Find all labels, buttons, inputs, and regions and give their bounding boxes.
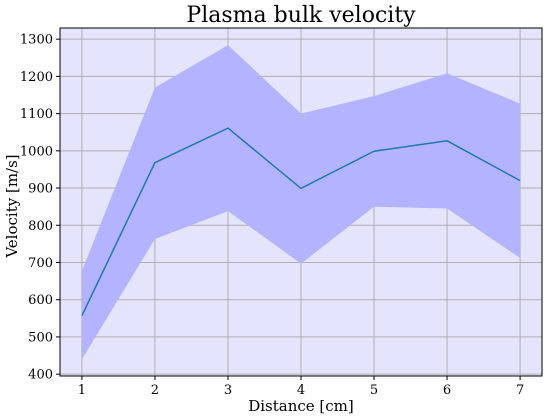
y-tick-label-900: 900 xyxy=(28,182,53,197)
y-tick-label-700: 700 xyxy=(28,256,53,271)
chart-title: Plasma bulk velocity xyxy=(186,3,416,28)
x-tick-label-6: 6 xyxy=(443,383,451,398)
y-tick-label-1300: 1300 xyxy=(20,33,53,48)
y-tick-label-1000: 1000 xyxy=(20,144,53,159)
plot-area: 1 2 3 4 5 6 7 400 500 600 700 800 900 1000 1100 1200 130… xyxy=(20,27,543,398)
x-tick-label-4: 4 xyxy=(297,383,305,398)
x-tick-label-1: 1 xyxy=(78,383,86,398)
x-tick-label-2: 2 xyxy=(151,383,159,398)
x-tick-label-7: 7 xyxy=(516,383,524,398)
uncertainty-band xyxy=(81,45,521,360)
x-axis-label: Distance [cm] xyxy=(248,397,354,415)
y-tick-label-500: 500 xyxy=(28,330,53,345)
y-tick-label-600: 600 xyxy=(28,293,53,308)
y-tick-label-400: 400 xyxy=(28,368,53,383)
y-tick-label-1100: 1100 xyxy=(20,107,53,122)
x-tick-label-5: 5 xyxy=(370,383,378,398)
y-tick-label-1200: 1200 xyxy=(20,70,53,85)
y-axis-label: Velocity [m/s] xyxy=(3,154,21,258)
x-tick-label-3: 3 xyxy=(224,383,232,398)
y-tick-label-800: 800 xyxy=(28,219,53,234)
